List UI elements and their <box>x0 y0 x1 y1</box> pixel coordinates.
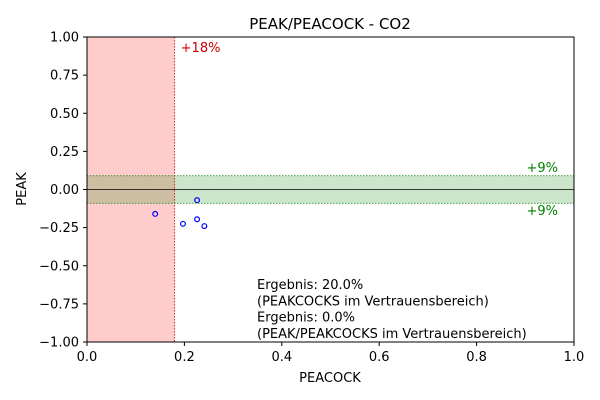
annotation-line: Ergebnis: 0.0% <box>257 311 355 326</box>
y-band-bottom-label: +9% <box>526 204 558 219</box>
x-tick-label: 1.0 <box>564 350 585 365</box>
y-tick-label: 0.00 <box>50 183 79 198</box>
x-band-label: +18% <box>181 41 221 56</box>
annotation-line: Ergebnis: 20.0% <box>257 278 363 293</box>
data-point <box>194 197 201 204</box>
y-band-top-label: +9% <box>526 161 558 176</box>
y-tick-label: 0.50 <box>50 107 79 122</box>
x-axis-label: PEACOCK <box>299 371 361 386</box>
data-point <box>152 210 159 217</box>
annotation-line: (PEAK/PEAKCOCKS im Vertrauensbereich) <box>257 327 527 342</box>
x-tick-label: 0.6 <box>369 350 390 365</box>
y-tick-label: 0.75 <box>50 69 79 84</box>
x-tick-label: 0.0 <box>77 350 98 365</box>
x-tick-label: 0.2 <box>174 350 195 365</box>
band-labels: +18% +9% +9% <box>181 41 558 219</box>
y-tick-label: −0.25 <box>39 221 79 236</box>
x-tick-label: 0.4 <box>271 350 292 365</box>
data-point <box>194 216 201 223</box>
y-tick-label: −1.00 <box>39 336 79 351</box>
x-axis: 0.0 0.2 0.4 0.6 0.8 1.0 <box>77 342 585 365</box>
result-annotations: Ergebnis: 20.0%(PEAKCOCKS im Vertrauensb… <box>257 278 527 342</box>
points-layer <box>152 197 208 230</box>
y-axis-label: PEAK <box>15 172 30 206</box>
y-tick-label: 1.00 <box>50 31 79 46</box>
y-tick-label: 0.25 <box>50 145 79 160</box>
y-tick-label: −0.50 <box>39 259 79 274</box>
x-tick-label: 0.8 <box>466 350 487 365</box>
data-point <box>179 220 186 227</box>
lines-layer <box>87 37 574 342</box>
y-axis: 1.00 0.75 0.50 0.25 0.00 −0.25 −0.50 −0.75 −1.00 <box>39 31 87 351</box>
chart-title: PEAK/PEACOCK - CO2 <box>249 15 411 33</box>
data-point <box>201 223 208 230</box>
y-tick-label: −0.75 <box>39 297 79 312</box>
annotation-line: (PEAKCOCKS im Vertrauensbereich) <box>257 294 489 309</box>
